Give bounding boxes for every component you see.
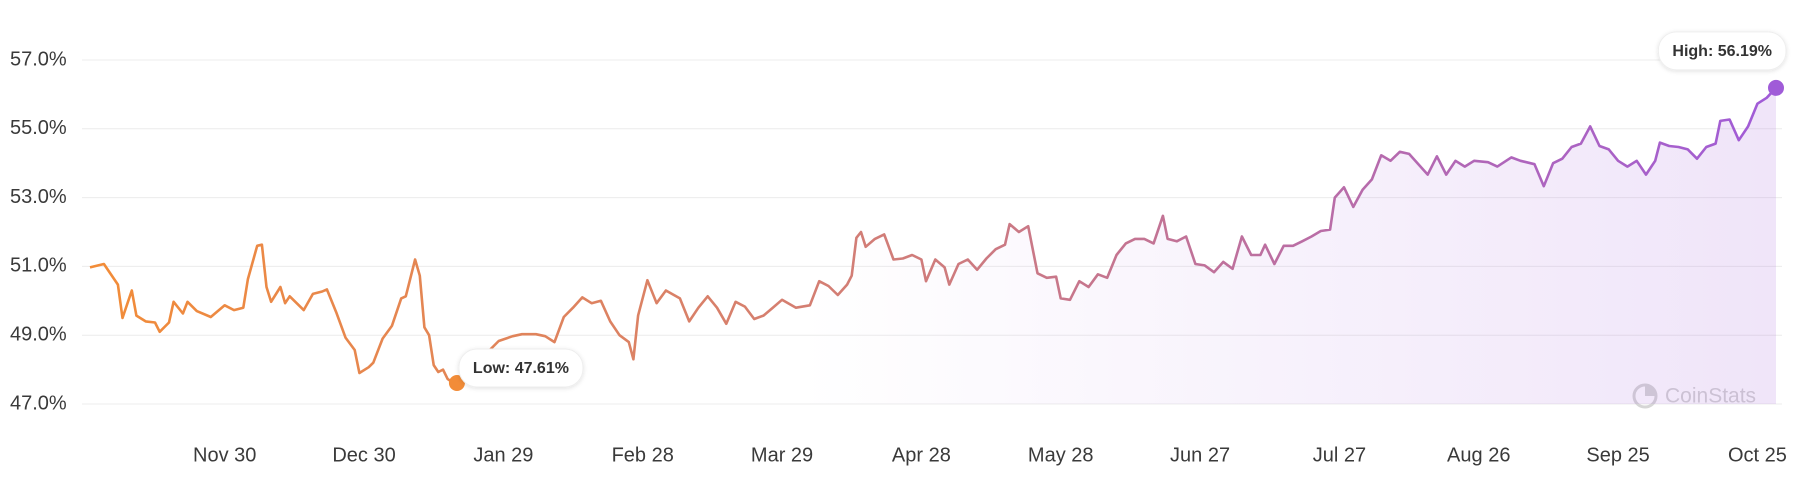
x-tick-label: Feb 28 xyxy=(612,444,674,466)
x-tick-label: Mar 29 xyxy=(751,444,813,466)
x-tick-label: Apr 28 xyxy=(892,444,951,466)
x-tick-label: Dec 30 xyxy=(332,444,395,466)
extreme-marker xyxy=(448,375,465,392)
annotation-text: High: 56.19% xyxy=(1672,43,1772,60)
y-tick-label: 49.0% xyxy=(10,323,67,345)
y-tick-label: 57.0% xyxy=(10,48,67,70)
x-tick-label: Jul 27 xyxy=(1313,444,1366,466)
annotation-text: Low: 47.61% xyxy=(473,360,569,377)
x-tick-label: Jan 29 xyxy=(473,444,533,466)
y-tick-label: 51.0% xyxy=(10,255,67,277)
area-fill xyxy=(90,87,1776,405)
line xyxy=(89,87,1777,385)
y-tick-label: 47.0% xyxy=(10,392,67,414)
x-tick-label: Nov 30 xyxy=(193,444,256,466)
x-tick-label: Sep 25 xyxy=(1586,444,1649,466)
badge-box xyxy=(1657,31,1787,71)
x-tick-label: Jun 27 xyxy=(1170,444,1230,466)
badge-box xyxy=(458,348,584,388)
extreme-marker xyxy=(1768,79,1784,96)
y-tick-label: 53.0% xyxy=(10,186,67,208)
x-tick-label: Aug 26 xyxy=(1447,444,1510,466)
x-tick-label: May 28 xyxy=(1028,444,1094,466)
x-tick-label: Oct 25 xyxy=(1728,444,1787,466)
annotation-badge: High: 56.19% xyxy=(1657,31,1787,71)
annotation-badge: Low: 47.61% xyxy=(458,348,584,388)
y-tick-label: 55.0% xyxy=(10,117,67,139)
